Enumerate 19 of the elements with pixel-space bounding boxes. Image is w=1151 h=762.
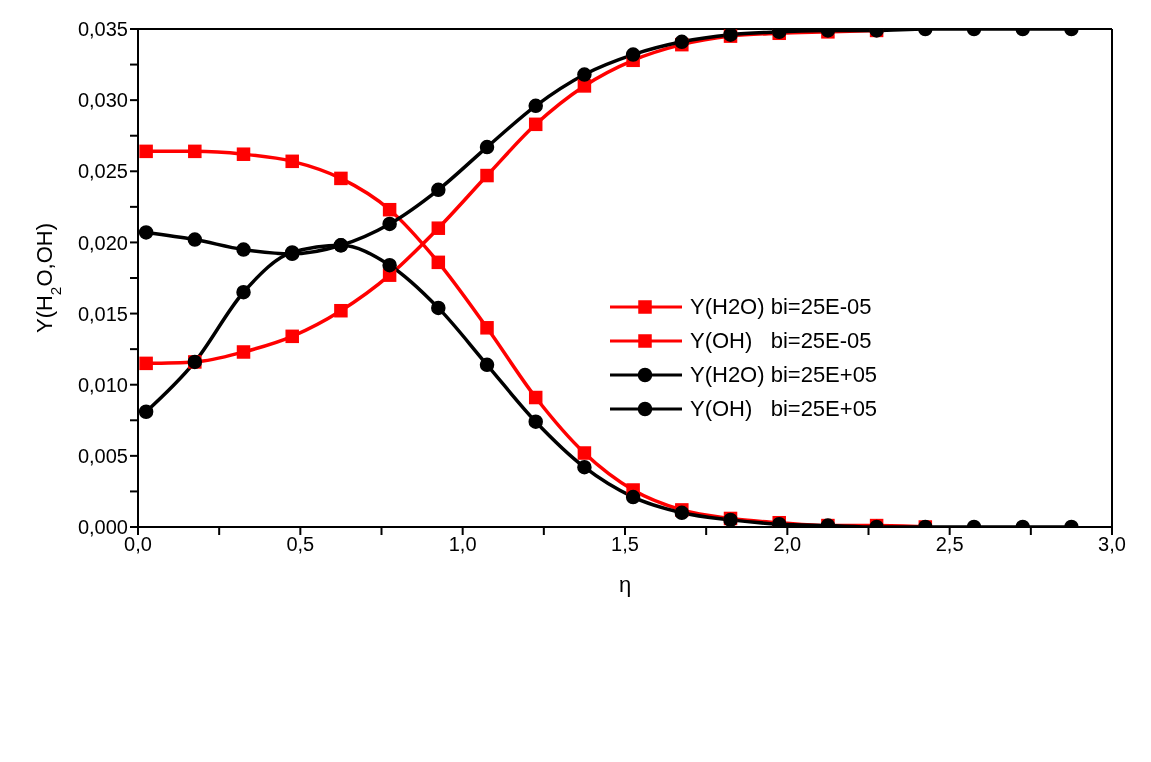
y-tick-label: 0,020	[77, 231, 128, 254]
y-tick-label: 0,010	[77, 373, 128, 396]
x-tick-label: 2,5	[935, 533, 964, 556]
y-tick-label: 0,015	[77, 302, 128, 325]
y-tick-label: 0,005	[77, 444, 128, 467]
y-tick-label: 0,030	[77, 89, 128, 112]
x-tick-label: 0,0	[124, 533, 152, 556]
legend-label: Y(H2O) bi=25E-05	[690, 294, 872, 320]
y-tick-label: 0,035	[77, 18, 128, 41]
legend-label: Y(H2O) bi=25E+05	[690, 362, 878, 388]
x-tick-label: 1,0	[448, 533, 477, 556]
legend-label: Y(OH) bi=25E+05	[690, 396, 878, 422]
x-axis-title: η	[618, 572, 632, 597]
x-tick-label: 2,0	[773, 533, 802, 556]
legend-label: Y(OH) bi=25E-05	[690, 328, 872, 354]
x-tick-label: 1,5	[611, 533, 639, 556]
x-tick-label: 0,5	[286, 533, 315, 556]
y-tick-label: 0,025	[77, 160, 128, 183]
x-tick-label: 3,0	[1098, 533, 1126, 556]
